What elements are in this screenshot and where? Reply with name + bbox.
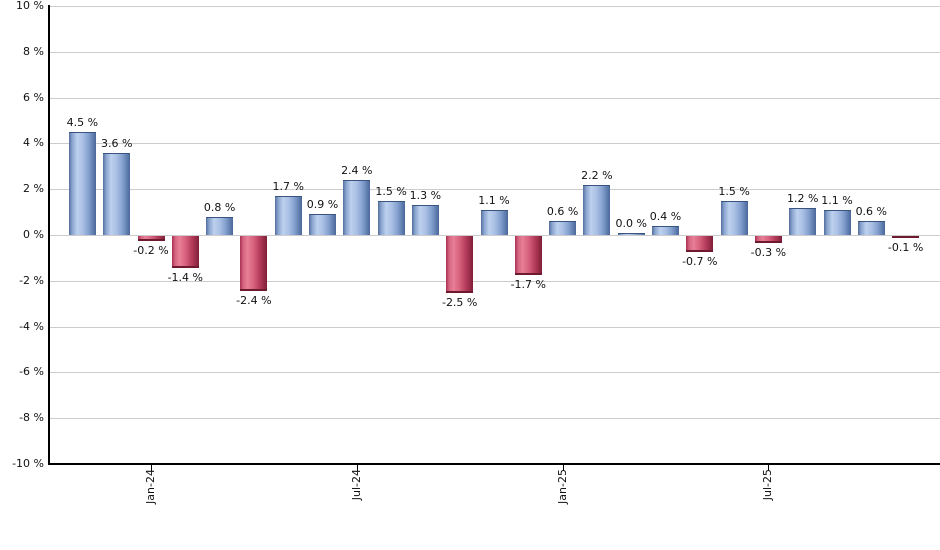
bar-value-label: 1.5 %: [375, 185, 407, 198]
bar-value-label: -0.1 %: [887, 241, 924, 254]
bar[interactable]: [720, 201, 748, 235]
bar[interactable]: [583, 185, 611, 235]
bar[interactable]: [240, 236, 268, 291]
x-tick: [562, 463, 564, 471]
bar[interactable]: [274, 196, 302, 235]
y-tick-label: 4 %: [23, 136, 44, 150]
bar[interactable]: [857, 221, 885, 235]
gridline: [50, 51, 940, 53]
bar[interactable]: [652, 226, 679, 235]
gridline: [50, 6, 940, 7]
y-tick-label: 6 %: [23, 90, 44, 104]
bar-value-label: -2.4 %: [236, 294, 272, 307]
bar[interactable]: [343, 180, 371, 235]
bar-value-label: 1.7 %: [272, 180, 304, 193]
bar[interactable]: [68, 132, 96, 235]
bar-value-label: 2.2 %: [581, 169, 613, 182]
y-tick-label: 0 %: [23, 228, 44, 241]
bar[interactable]: [377, 201, 405, 235]
bar[interactable]: [103, 153, 131, 235]
gridline: [50, 280, 940, 282]
bar-value-label: 0.9 %: [306, 198, 339, 211]
y-tick-label: 2 %: [23, 182, 44, 196]
x-tick: [151, 463, 152, 471]
bar-value-label: 1.1 %: [821, 194, 853, 207]
gridline: [50, 372, 940, 374]
x-tick-label: Jan-24: [144, 469, 157, 504]
bar-value-label: 1.5 %: [718, 185, 750, 198]
bar-value-label: 0.6 %: [546, 205, 579, 218]
bar[interactable]: [514, 236, 542, 275]
gridline: [50, 235, 940, 236]
bar[interactable]: [617, 233, 645, 235]
gridline: [50, 189, 940, 191]
bar-value-label: 1.3 %: [409, 189, 442, 202]
bar[interactable]: [446, 236, 474, 293]
bar-value-label: 0.6 %: [855, 205, 888, 218]
bar-value-label: 0.8 %: [203, 201, 236, 214]
y-axis-line: [48, 5, 50, 465]
x-tick-label: Jul-24: [349, 469, 363, 501]
bar[interactable]: [754, 236, 782, 243]
x-tick: [768, 463, 770, 471]
bar[interactable]: [171, 236, 199, 268]
gridline: [50, 418, 940, 420]
bar-value-label: 4.5 %: [66, 116, 99, 129]
x-tick-label: Jan-25: [555, 469, 569, 504]
y-tick-label: -10 %: [12, 457, 44, 470]
y-tick-label: -8 %: [19, 411, 44, 425]
bar-value-label: -0.3 %: [750, 246, 787, 259]
bar-value-label: -0.2 %: [133, 244, 169, 257]
bar[interactable]: [480, 210, 508, 235]
bar[interactable]: [789, 208, 817, 235]
bar-value-label: -0.7 %: [682, 255, 718, 268]
bar[interactable]: [411, 205, 439, 235]
bar[interactable]: [549, 221, 577, 235]
bar-value-label: 1.1 %: [478, 194, 510, 207]
gridline: [50, 97, 940, 99]
bar[interactable]: [137, 236, 165, 241]
y-tick-label: 8 %: [23, 44, 44, 58]
bar-value-label: 0.0 %: [615, 217, 647, 230]
bar-value-label: -1.4 %: [167, 271, 203, 284]
bar[interactable]: [686, 236, 714, 252]
bar-value-label: 3.6 %: [100, 137, 133, 150]
bar[interactable]: [309, 214, 336, 235]
y-tick-label: -4 %: [19, 319, 44, 333]
x-tick: [356, 463, 358, 471]
bar-value-label: 2.4 %: [341, 164, 373, 177]
bar[interactable]: [823, 210, 851, 235]
gridline: [50, 326, 940, 328]
x-axis-line: [48, 463, 940, 465]
bar-value-label: -2.5 %: [441, 296, 478, 309]
y-tick-label: 10 %: [16, 0, 44, 12]
bar[interactable]: [206, 217, 234, 235]
bar-value-label: 0.4 %: [649, 210, 682, 223]
x-tick-label: Jul-25: [761, 469, 775, 501]
bar-value-label: -1.7 %: [510, 278, 546, 291]
bar-value-label: 1.2 %: [786, 192, 819, 205]
bar[interactable]: [892, 236, 920, 238]
y-tick-label: -6 %: [19, 365, 44, 379]
gridline: [50, 143, 940, 145]
y-tick-label: -2 %: [19, 273, 44, 287]
